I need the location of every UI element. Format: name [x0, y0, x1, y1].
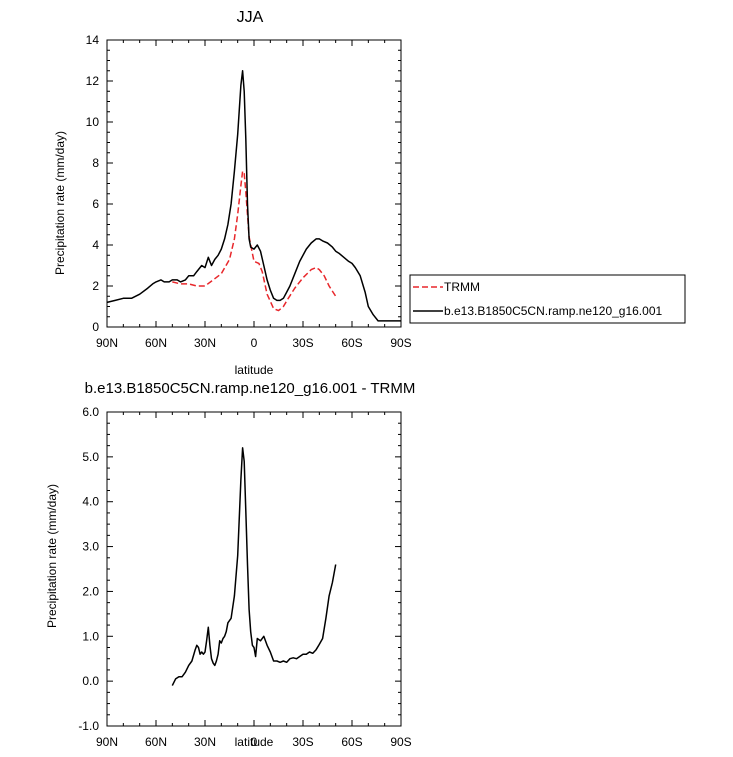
legend-label-model: b.e13.B1850C5CN.ramp.ne120_g16.001 [444, 304, 662, 318]
top-panel-ytick-label: 12 [86, 74, 100, 88]
top-panel-xtick-label: 90N [96, 336, 118, 350]
top-panel-y-axis-label: Precipitation rate (mm/day) [53, 131, 67, 275]
bottom-panel-xtick-label: 30S [292, 735, 313, 749]
bottom-panel-xtick-label: 60N [145, 735, 167, 749]
bottom-panel-series-difference-line [171, 447, 337, 686]
bottom-panel-xtick-label: 30N [194, 735, 216, 749]
bottom-panel-ytick-label: 0.0 [82, 674, 99, 688]
bottom-panel-frame [106, 411, 402, 727]
bottom-panel-x-axis-label: latitude [235, 735, 274, 749]
top-panel-plot-area [106, 70, 401, 322]
bottom-panel-ytick-label: 5.0 [82, 450, 99, 464]
top-panel-ytick-label: 2 [92, 279, 99, 293]
bottom-panel-title: b.e13.B1850C5CN.ramp.ne120_g16.001 - TRM… [85, 380, 416, 397]
bottom-panel-xtick-label: 0 [251, 735, 258, 749]
top-panel-xtick-label: 0 [251, 336, 258, 350]
bottom-panel-ytick-label: 4.0 [82, 495, 99, 509]
bottom-panel: b.e13.B1850C5CN.ramp.ne120_g16.001 - TRM… [45, 380, 415, 749]
top-panel-ytick-label: 10 [86, 115, 100, 129]
top-panel-xtick-label: 60S [341, 336, 362, 350]
top-panel-title: JJA [237, 9, 264, 26]
top-panel-xtick-label: 60N [145, 336, 167, 350]
top-panel-ticks: 0 2 4 6 8 10 12 14 90N 60N 30N 0 30S 60S 90S [86, 33, 412, 350]
bottom-panel-ytick-label: -1.0 [78, 719, 99, 733]
top-panel-ytick-label: 0 [92, 320, 99, 334]
legend: TRMM b.e13.B1850C5CN.ramp.ne120_g16.001 [409, 274, 686, 324]
top-panel-series-model-line [106, 70, 401, 322]
bottom-panel-xtick-label: 60S [341, 735, 362, 749]
top-panel-series-trmm-line [172, 170, 337, 312]
bottom-panel-ytick-label: 6.0 [82, 405, 99, 419]
bottom-panel-ytick-label: 2.0 [82, 584, 99, 598]
bottom-panel-y-axis-label: Precipitation rate (mm/day) [45, 484, 59, 628]
top-panel-xtick-label: 30N [194, 336, 216, 350]
top-panel-xtick-label: 30S [292, 336, 313, 350]
legend-box [409, 274, 686, 324]
bottom-panel-ticks: -1.0 0.0 1.0 2.0 3.0 4.0 5.0 6.0 90N 60N 30N 0 30S 60… [78, 405, 411, 749]
bottom-panel-ytick-label: 3.0 [82, 540, 99, 554]
bottom-panel-xtick-label: 90S [390, 735, 411, 749]
top-panel-ytick-label: 8 [92, 156, 99, 170]
top-panel-ytick-label: 6 [92, 197, 99, 211]
bottom-panel-plot-area [171, 447, 337, 686]
top-panel-frame [106, 39, 402, 328]
bottom-panel-ytick-label: 1.0 [82, 629, 99, 643]
bottom-panel-xtick-label: 90N [96, 735, 118, 749]
top-panel-ytick-label: 4 [92, 238, 99, 252]
legend-label-trmm: TRMM [444, 280, 480, 294]
top-panel-xtick-label: 90S [390, 336, 411, 350]
top-panel-ytick-label: 14 [86, 33, 100, 47]
top-panel-x-axis-label: latitude [235, 363, 274, 377]
top-panel: JJA Precipitation rate (mm/day) latitude… [53, 9, 686, 377]
